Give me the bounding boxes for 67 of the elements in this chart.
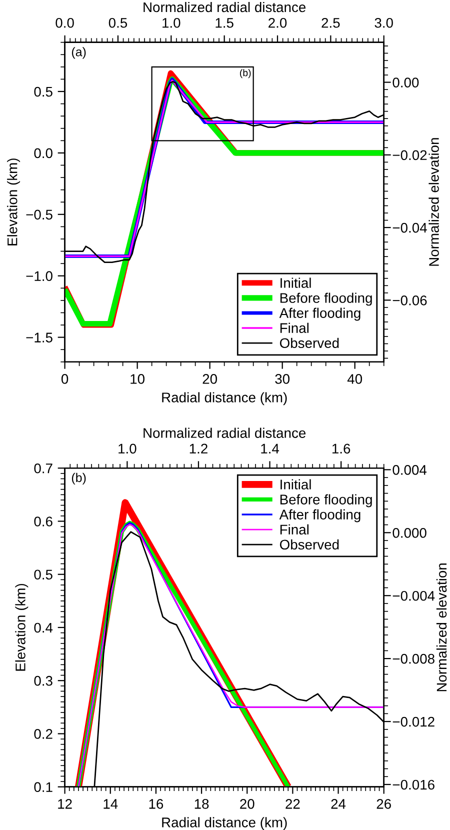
y2-tick-label: −0.04 [392,222,427,233]
y-tick-label: 0.1 [34,782,52,792]
y2-tick-label: −0.02 [392,150,427,160]
y2-tick-label: −0.008 [392,654,434,664]
y2-axis-title: Normalized elevation [428,138,439,266]
y2-tick-label: 0.004 [392,465,427,475]
x-tick-label: 0 [61,374,68,384]
x-tick-label: 10 [130,374,144,384]
x2-tick-label: 1.0 [162,18,180,28]
y2-tick-label: −0.004 [392,590,435,601]
x-tick-label: 26 [376,799,391,809]
x-axis-title: Radial distance (km) [162,392,287,406]
y-tick-label: 0.5 [34,86,52,97]
legend-label: Initial [280,479,311,490]
x2-tick-label: 1.0 [118,444,136,454]
legend-label: After flooding [279,308,360,321]
x-tick-label: 14 [104,799,118,809]
annotation: (a) [72,47,86,59]
x2-tick-label: 1.4 [261,444,280,454]
legend-label: Observed [280,539,339,550]
x2-tick-label: 1.5 [216,18,234,28]
x2-tick-label: 1.2 [190,444,208,454]
legend-label: Observed [280,338,339,348]
legend-label: Final [280,524,308,535]
annotation: (b) [240,69,251,78]
y-tick-label: −0.5 [26,210,52,220]
legend-label: Initial [280,278,311,288]
annotation: (b) [72,472,86,485]
x2-tick-label: 2.0 [268,18,287,28]
x-tick-label: 18 [194,799,209,809]
y-tick-label: 0.2 [34,729,52,739]
y2-axis-title: Normalized elevation [436,564,447,692]
y2-tick-label: −0.016 [392,780,434,790]
y-tick-label: −1.0 [26,271,52,282]
x2-tick-label: 2.5 [322,18,340,28]
y-tick-label: 0.5 [34,570,52,580]
y2-tick-label: −0.06 [392,295,427,306]
x2-tick-label: 1.6 [332,444,350,454]
x2-tick-label: 3.0 [374,18,393,28]
y2-tick-label: 0.00 [392,78,419,88]
legend-label: Before flooding [280,494,372,508]
legend-label: After flooding [279,509,360,522]
x2-axis-title: Normalized radial distance [144,2,306,12]
x-tick-label: 30 [275,374,290,384]
y-tick-label: −1.5 [26,332,52,342]
x-tick-label: 12 [58,799,72,809]
x-tick-label: 24 [331,799,346,809]
x-tick-label: 20 [240,799,254,809]
y-tick-label: 0.3 [34,676,52,686]
legend-label: Final [280,322,308,333]
y-tick-label: 0.7 [34,463,52,474]
y-tick-label: 0.0 [34,148,52,158]
y2-tick-label: 0.000 [392,528,426,538]
y-tick-label: 0.6 [34,516,52,526]
x2-tick-label: 0.0 [56,18,74,28]
y-axis-title: Elevation (km) [15,584,28,671]
y2-tick-label: −0.012 [392,716,434,727]
x2-axis-title: Normalized radial distance [144,428,306,438]
y-axis-title: Elevation (km) [7,158,20,246]
x2-tick-label: 0.5 [108,18,128,28]
x-tick-label: 40 [347,374,362,384]
x-tick-label: 20 [202,374,218,384]
legend-label: Before flooding [280,292,372,306]
x-axis-title: Radial distance (km) [162,817,287,830]
y-tick-label: 0.4 [34,622,53,633]
x-tick-label: 22 [286,799,300,809]
x-tick-label: 16 [149,799,164,809]
